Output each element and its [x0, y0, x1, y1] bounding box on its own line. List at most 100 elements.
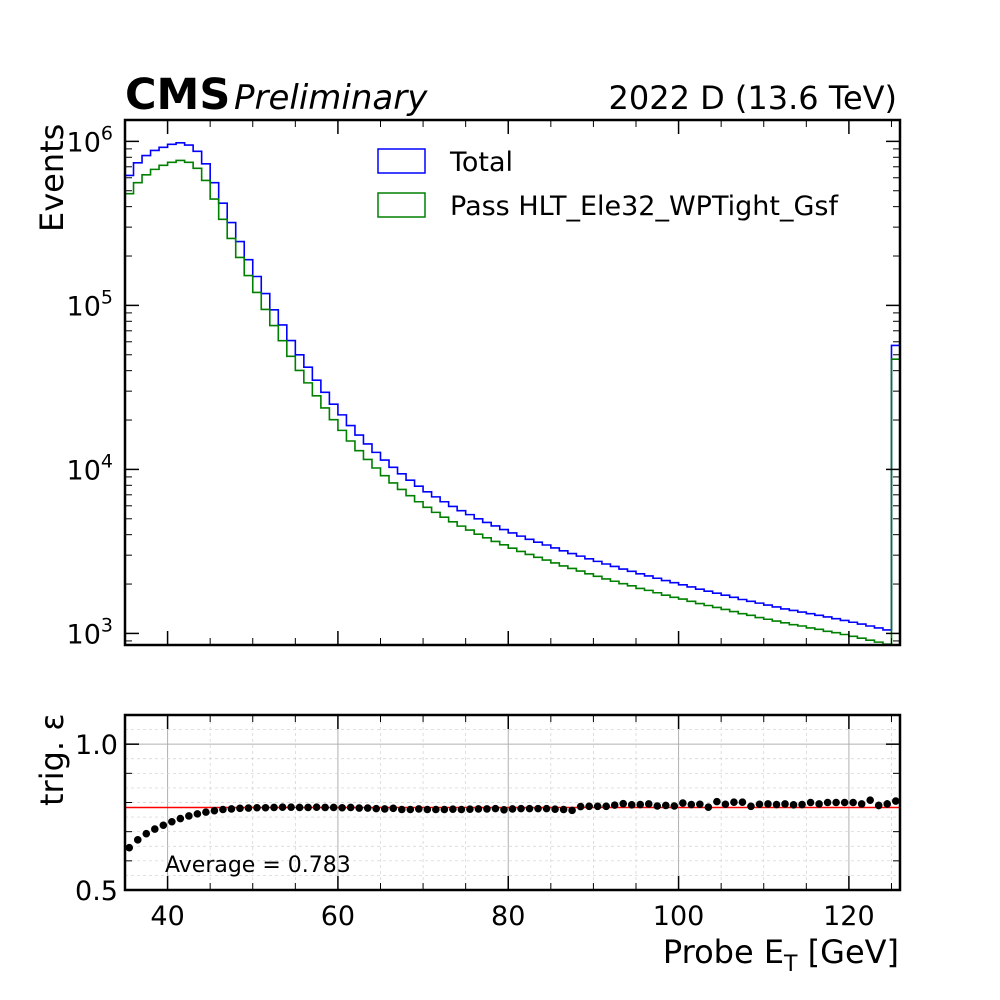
efficiency-point: [457, 805, 466, 814]
events-histogram-panel: 103 104 105 106 Events Total Pass HLT_Ele32…: [33, 118, 902, 650]
efficiency-point: [636, 800, 645, 809]
efficiency-point: [593, 802, 602, 811]
efficiency-point: [840, 798, 849, 807]
efficiency-point: [730, 798, 738, 807]
efficiency-point: [806, 798, 815, 807]
efficiency-point: [321, 803, 329, 812]
experiment-label: CMS: [125, 70, 230, 120]
efficiency-point: [815, 800, 823, 808]
efficiency-point: [517, 804, 525, 813]
average-annotation: Average = 0.783: [165, 853, 351, 878]
efficiency-point: [610, 801, 619, 809]
efficiency-point: [261, 803, 270, 812]
ratio-y-tick-label: 1.0: [75, 730, 118, 761]
legend-label-pass: Pass HLT_Ele32_WPTight_Gsf: [450, 191, 839, 222]
legend-label-total: Total: [449, 147, 513, 178]
efficiency-point: [406, 805, 415, 814]
efficiency-point: [372, 804, 381, 813]
efficiency-point: [891, 797, 900, 805]
efficiency-point: [849, 798, 857, 807]
efficiency-point: [185, 812, 193, 820]
efficiency-point: [704, 803, 713, 811]
efficiency-point: [355, 804, 364, 812]
efficiency-point: [747, 802, 755, 811]
efficiency-point: [644, 800, 653, 808]
efficiency-point: [551, 805, 559, 814]
efficiency-point: [696, 800, 704, 809]
efficiency-point: [133, 836, 142, 844]
efficiency-point: [363, 804, 372, 812]
run-label: 2022 D (13.6 TeV): [609, 79, 898, 117]
efficiency-point: [312, 803, 321, 811]
efficiency-point: [202, 808, 210, 816]
x-tick-label: 120: [823, 901, 875, 932]
histogram-series-0: [125, 142, 900, 631]
x-axis-label-subscript: T: [783, 952, 798, 977]
efficiency-point: [159, 821, 168, 830]
efficiency-point: [525, 804, 534, 813]
efficiency-point: [661, 801, 670, 810]
efficiency-point: [415, 805, 423, 813]
efficiency-point: [168, 817, 176, 826]
efficiency-point: [329, 803, 338, 812]
efficiency-point: [397, 805, 406, 814]
x-tick-label: 40: [150, 901, 184, 932]
efficiency-point: [432, 805, 440, 814]
efficiency-point: [474, 805, 483, 813]
efficiency-point: [287, 803, 295, 811]
efficiency-ratio-panel: 40 60 80 100 120 0.5 1.0 Average = 0.783 trig.…: [33, 713, 902, 977]
efficiency-point: [389, 804, 398, 813]
x-tick-label: 100: [653, 901, 705, 932]
efficiency-point: [304, 803, 312, 812]
efficiency-point: [151, 825, 159, 833]
events-tick-label: 104: [67, 450, 113, 486]
efficiency-point: [380, 805, 389, 813]
efficiency-point: [338, 803, 346, 812]
efficiency-point: [883, 800, 892, 808]
efficiency-point: [125, 843, 134, 852]
efficiency-point: [866, 796, 874, 804]
efficiency-point: [449, 805, 457, 814]
efficiency-point: [687, 800, 696, 809]
legend-swatch-pass: [377, 192, 426, 218]
efficiency-point: [585, 802, 593, 811]
efficiency-point: [346, 803, 355, 812]
efficiency-point: [738, 798, 747, 807]
efficiency-point: [764, 800, 772, 808]
efficiency-point: [713, 797, 721, 806]
efficiency-point: [491, 804, 500, 813]
efficiency-point: [772, 800, 781, 809]
efficiency-point: [755, 800, 764, 809]
efficiency-point: [679, 799, 687, 807]
efficiency-point: [832, 798, 840, 807]
x-tick-label: 80: [491, 901, 525, 932]
efficiency-point: [210, 806, 219, 815]
efficiency-point: [236, 804, 244, 813]
efficiency-point: [559, 805, 568, 814]
efficiency-point: [423, 805, 432, 814]
ratio-panel-frame: [123, 713, 902, 892]
efficiency-point: [823, 798, 832, 807]
x-axis-label: Probe ET [GeV]: [663, 933, 899, 977]
efficiency-point: [602, 802, 610, 811]
events-tick-label: 103: [67, 614, 113, 650]
efficiency-point: [253, 803, 261, 812]
efficiency-point: [295, 803, 304, 812]
efficiency-point: [142, 829, 151, 838]
efficiency-point: [483, 805, 491, 813]
efficiency-point: [670, 802, 679, 810]
efficiency-point: [466, 805, 474, 814]
events-tick-label: 105: [67, 286, 113, 322]
efficiency-point: [227, 805, 236, 813]
legend-swatch-total: [377, 148, 426, 174]
efficiency-point: [500, 805, 508, 814]
efficiency-point: [534, 804, 542, 813]
efficiency-point: [619, 799, 628, 808]
efficiency-point: [278, 803, 287, 811]
efficiency-point: [781, 800, 789, 808]
efficiency-point: [270, 803, 278, 812]
events-panel-frame: [123, 118, 902, 647]
ratio-y-tick-label: 0.5: [75, 876, 118, 907]
efficiency-point: [542, 804, 551, 813]
